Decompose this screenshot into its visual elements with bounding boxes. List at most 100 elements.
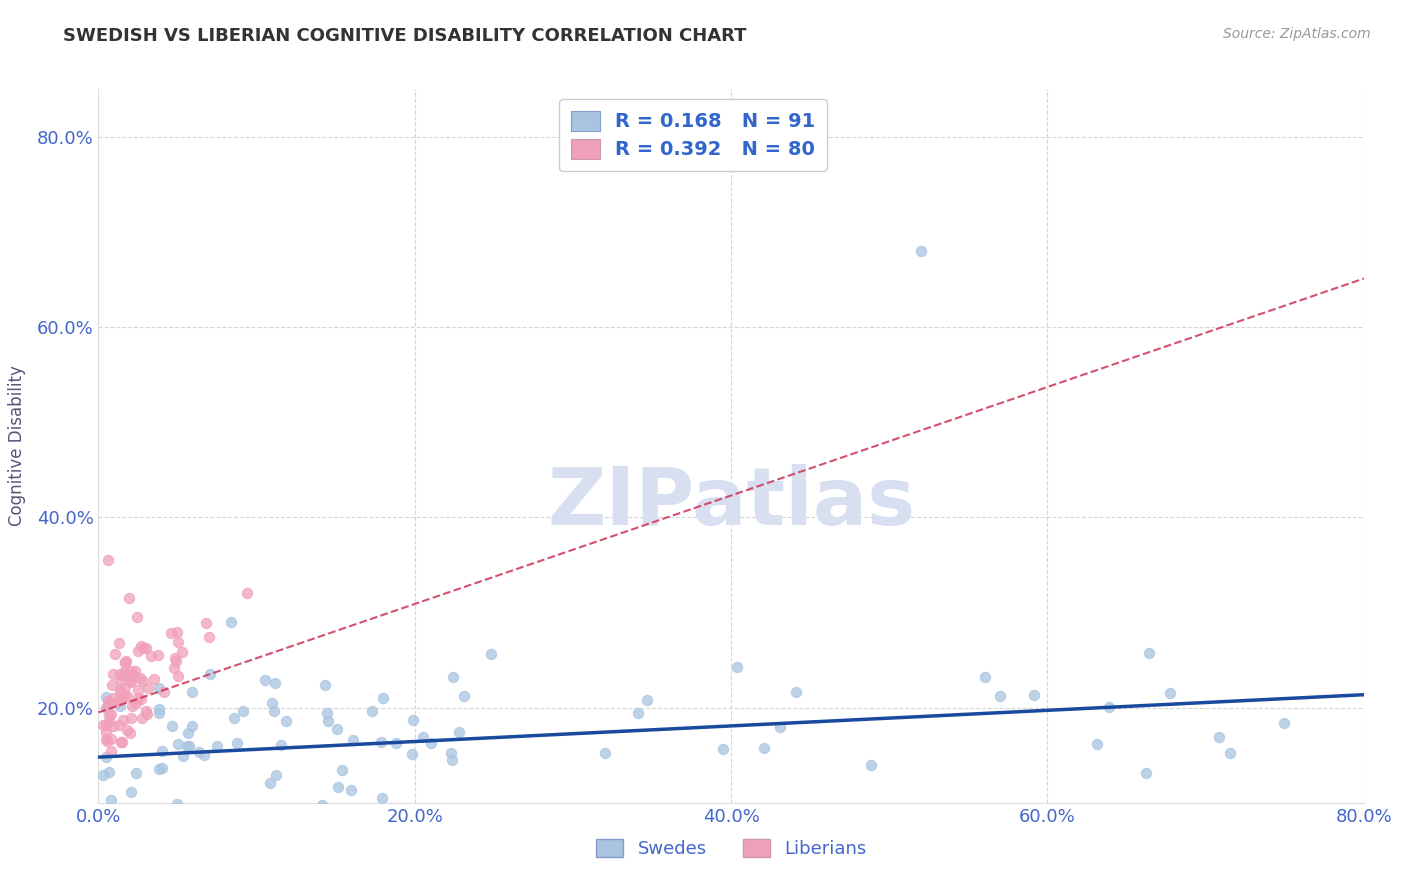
Point xyxy=(120,673,142,688)
Point xyxy=(110,698,132,713)
Point xyxy=(166,737,188,751)
Point xyxy=(115,723,138,737)
Point xyxy=(135,704,157,718)
Point xyxy=(207,739,229,753)
Point xyxy=(232,705,254,719)
Point xyxy=(166,797,188,812)
Point xyxy=(100,731,122,746)
Point xyxy=(449,724,471,739)
Point xyxy=(453,689,475,703)
Point xyxy=(195,615,218,630)
Point xyxy=(94,724,117,739)
Point xyxy=(136,706,159,721)
Point xyxy=(120,664,142,678)
Point xyxy=(270,738,292,752)
Y-axis label: Cognitive Disability: Cognitive Disability xyxy=(7,366,25,526)
Text: SWEDISH VS LIBERIAN COGNITIVE DISABILITY CORRELATION CHART: SWEDISH VS LIBERIAN COGNITIVE DISABILITY… xyxy=(63,27,747,45)
Point xyxy=(153,684,176,698)
Point xyxy=(974,670,997,684)
Point xyxy=(110,673,132,688)
Point xyxy=(148,681,170,695)
Text: Source: ZipAtlas.com: Source: ZipAtlas.com xyxy=(1223,27,1371,41)
Point xyxy=(96,700,118,714)
Point xyxy=(360,704,382,718)
Point xyxy=(263,704,285,718)
Point xyxy=(176,726,198,740)
Point xyxy=(441,753,464,767)
Point xyxy=(1135,766,1157,780)
Legend: Swedes, Liberians: Swedes, Liberians xyxy=(589,831,873,865)
Point xyxy=(150,744,173,758)
Point xyxy=(219,615,242,629)
Point xyxy=(94,701,117,715)
Point xyxy=(96,734,118,748)
Point xyxy=(627,706,650,720)
Point xyxy=(190,834,212,848)
Point xyxy=(100,744,122,758)
Point xyxy=(167,635,190,649)
Point xyxy=(373,806,395,821)
Point xyxy=(326,780,349,794)
Point xyxy=(93,768,115,782)
Point xyxy=(176,739,198,753)
Point xyxy=(122,669,145,683)
Point xyxy=(370,735,392,749)
Point xyxy=(342,733,364,747)
Point xyxy=(115,654,138,668)
Point xyxy=(160,625,183,640)
Point xyxy=(316,714,339,729)
Point xyxy=(166,625,188,640)
Point xyxy=(91,717,114,731)
Point xyxy=(105,695,128,709)
Point xyxy=(112,690,135,704)
Point xyxy=(326,722,349,736)
Point xyxy=(135,641,157,656)
Point xyxy=(94,690,117,704)
Point xyxy=(125,766,148,780)
Point xyxy=(226,735,249,749)
Point xyxy=(859,758,882,772)
Point xyxy=(98,707,121,722)
Point xyxy=(236,586,259,600)
Point xyxy=(108,636,131,650)
Point xyxy=(100,678,122,692)
Point xyxy=(1022,688,1045,702)
Point xyxy=(197,630,219,644)
Point xyxy=(316,706,339,720)
Point xyxy=(165,651,187,665)
Point xyxy=(150,761,173,775)
Point xyxy=(124,664,146,678)
Point xyxy=(371,690,394,705)
Point xyxy=(120,784,142,798)
Point xyxy=(110,735,132,749)
Point xyxy=(108,718,131,732)
Point xyxy=(136,681,159,695)
Point xyxy=(1272,716,1295,731)
Point xyxy=(148,648,170,663)
Point xyxy=(910,244,932,258)
Point xyxy=(94,731,117,746)
Point xyxy=(120,725,142,739)
Point xyxy=(385,736,408,750)
Point xyxy=(104,647,127,661)
Point xyxy=(1219,746,1241,760)
Point xyxy=(117,689,139,703)
Point xyxy=(120,668,142,682)
Point xyxy=(172,749,194,764)
Point xyxy=(725,660,748,674)
Point xyxy=(420,736,443,750)
Point xyxy=(124,696,146,710)
Point xyxy=(167,669,190,683)
Point xyxy=(179,739,201,753)
Point xyxy=(97,714,120,729)
Point xyxy=(180,684,202,698)
Point xyxy=(132,674,155,689)
Point xyxy=(148,762,170,776)
Point xyxy=(311,797,333,812)
Point xyxy=(114,680,136,694)
Point xyxy=(165,654,187,668)
Point xyxy=(103,691,125,706)
Point xyxy=(108,685,131,699)
Point xyxy=(100,793,122,807)
Point xyxy=(769,720,792,734)
